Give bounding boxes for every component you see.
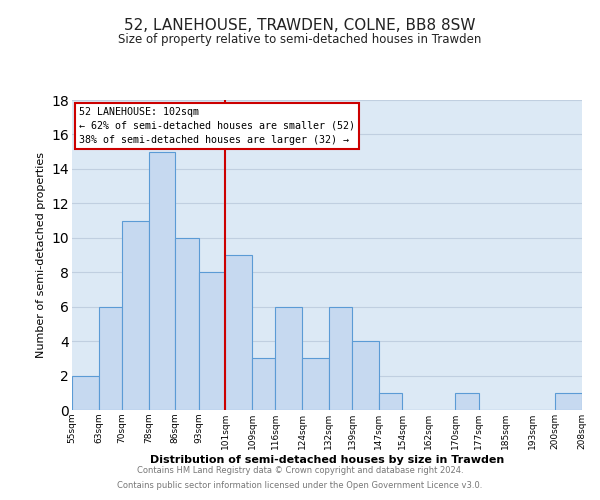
Text: Size of property relative to semi-detached houses in Trawden: Size of property relative to semi-detach… [118,32,482,46]
Bar [149,152,175,410]
Bar [302,358,329,410]
X-axis label: Distribution of semi-detached houses by size in Trawden: Distribution of semi-detached houses by … [150,454,504,464]
Text: 52 LANEHOUSE: 102sqm
← 62% of semi-detached houses are smaller (52)
38% of semi-: 52 LANEHOUSE: 102sqm ← 62% of semi-detac… [79,107,355,145]
Text: 52, LANEHOUSE, TRAWDEN, COLNE, BB8 8SW: 52, LANEHOUSE, TRAWDEN, COLNE, BB8 8SW [124,18,476,32]
Bar [175,238,199,410]
Bar [556,393,582,410]
Bar [252,358,275,410]
Bar [329,306,352,410]
Bar [226,255,252,410]
Bar [455,393,479,410]
Text: Contains public sector information licensed under the Open Government Licence v3: Contains public sector information licen… [118,481,482,490]
Y-axis label: Number of semi-detached properties: Number of semi-detached properties [36,152,46,358]
Bar [122,220,149,410]
Bar [275,306,302,410]
Text: Contains HM Land Registry data © Crown copyright and database right 2024.: Contains HM Land Registry data © Crown c… [137,466,463,475]
Bar [98,306,122,410]
Bar [199,272,226,410]
Bar [72,376,98,410]
Bar [379,393,402,410]
Bar [352,341,379,410]
